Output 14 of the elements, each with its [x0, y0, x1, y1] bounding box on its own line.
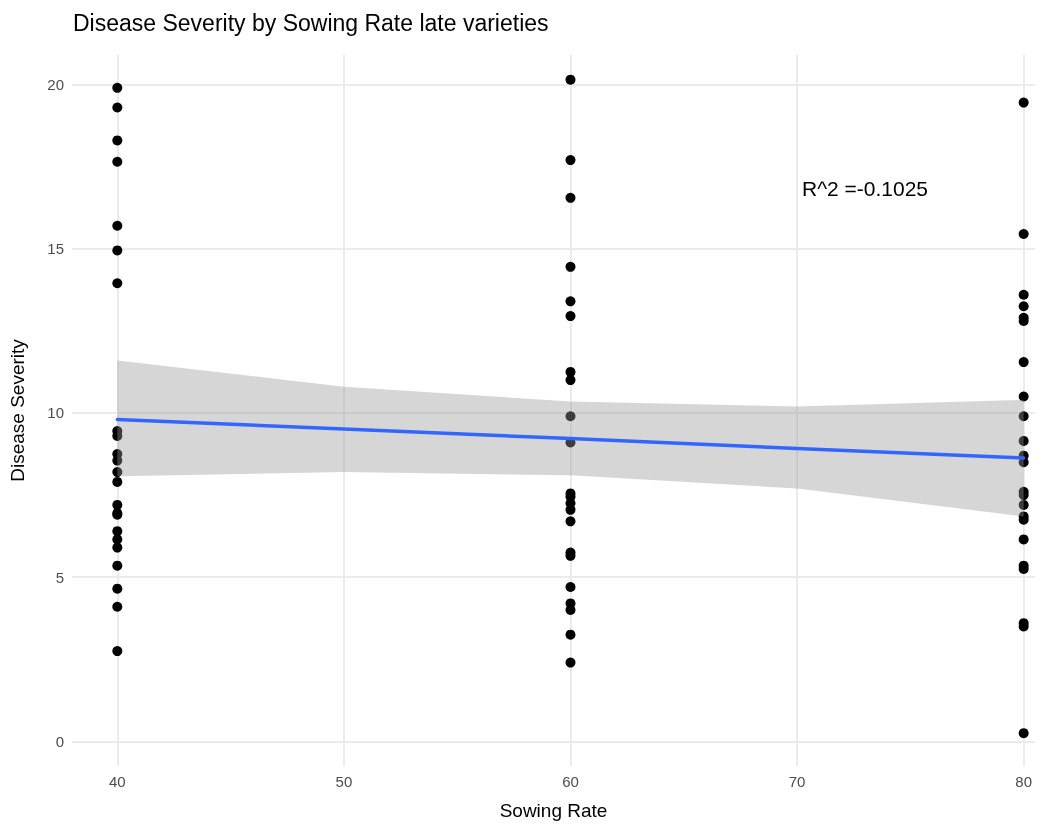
chart-title: Disease Severity by Sowing Rate late varieties — [73, 9, 549, 36]
x-axis-title: Sowing Rate — [499, 800, 608, 821]
x-tick-label: 40 — [108, 773, 126, 790]
y-tick-label: 10 — [47, 404, 64, 422]
y-tick-label: 15 — [47, 240, 64, 258]
x-tick-label: 50 — [335, 773, 353, 790]
annotation: R^2 =-0.1025 — [802, 177, 929, 200]
x-tick-label: 80 — [1015, 773, 1033, 790]
y-tick-label: 0 — [55, 732, 64, 750]
y-axis-title: Disease Severity — [7, 338, 28, 482]
x-tick-label: 70 — [788, 773, 806, 790]
x-tick-label: 60 — [562, 773, 579, 790]
y-tick-label: 20 — [47, 76, 64, 94]
y-tick-label: 5 — [55, 568, 64, 586]
